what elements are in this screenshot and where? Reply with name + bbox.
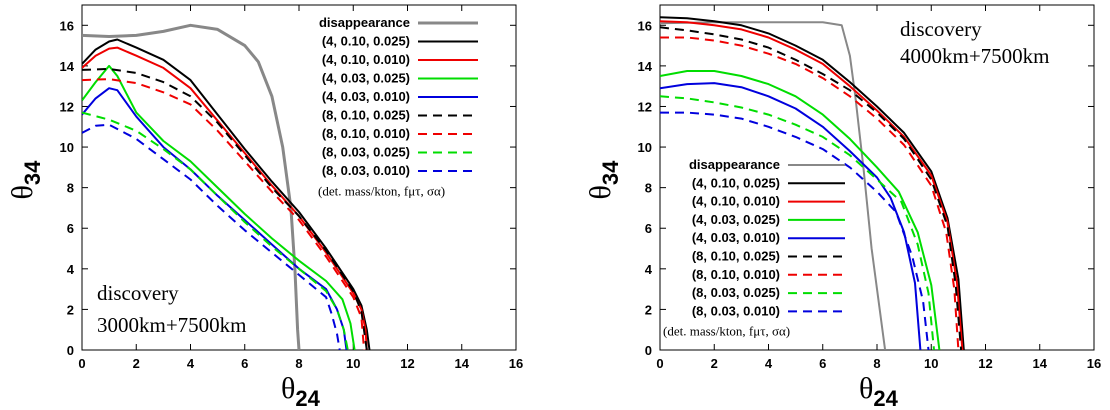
annotation-line-2: 4000km+7500km bbox=[900, 44, 1050, 68]
legend-label-7: (8, 0.10, 0.010) bbox=[322, 126, 410, 141]
x-axis-label: θ24 bbox=[859, 372, 899, 410]
legend-label-5: (4, 0.03, 0.010) bbox=[322, 89, 410, 104]
legend-note: (det. mass/kton, fμτ, σα) bbox=[663, 324, 790, 339]
legend-label-4: (4, 0.03, 0.025) bbox=[692, 212, 780, 227]
x-tick-label: 12 bbox=[978, 356, 992, 371]
legend-label-3: (4, 0.10, 0.010) bbox=[692, 194, 780, 209]
x-tick-label: 6 bbox=[241, 356, 248, 371]
legend-label-1: disappearance bbox=[689, 157, 780, 172]
y-tick-label: 6 bbox=[645, 221, 652, 236]
y-tick-label: 2 bbox=[67, 302, 74, 317]
legend-label-8: (8, 0.03, 0.025) bbox=[322, 145, 410, 160]
y-tick-label: 10 bbox=[638, 140, 652, 155]
annotation-line-1: discovery bbox=[900, 17, 982, 41]
y-tick-label: 2 bbox=[645, 302, 652, 317]
y-tick-label: 10 bbox=[60, 140, 74, 155]
x-tick-label: 16 bbox=[1087, 356, 1101, 371]
y-tick-label: 16 bbox=[638, 18, 652, 33]
x-tick-label: 4 bbox=[765, 356, 773, 371]
x-tick-label: 0 bbox=[78, 356, 85, 371]
y-tick-label: 4 bbox=[645, 262, 653, 277]
y-tick-label: 14 bbox=[60, 59, 75, 74]
y-tick-label: 14 bbox=[638, 59, 653, 74]
y-tick-label: 4 bbox=[67, 262, 75, 277]
y-tick-label: 0 bbox=[67, 343, 74, 358]
series-line-7 bbox=[660, 36, 960, 350]
series-line-4 bbox=[82, 64, 356, 350]
series-line-7 bbox=[82, 78, 366, 350]
y-axis-label-subscript: 34 bbox=[598, 160, 623, 185]
x-tick-label: 10 bbox=[346, 356, 360, 371]
legend-label-3: (4, 0.10, 0.010) bbox=[322, 52, 410, 67]
y-tick-label: 12 bbox=[638, 99, 652, 114]
series-line-2 bbox=[660, 16, 965, 350]
series-line-6 bbox=[660, 26, 963, 350]
y-tick-label: 12 bbox=[60, 99, 74, 114]
series-line-2 bbox=[82, 38, 371, 350]
x-tick-label: 14 bbox=[1033, 356, 1048, 371]
x-tick-label: 14 bbox=[455, 356, 470, 371]
x-tick-label: 12 bbox=[400, 356, 414, 371]
legend-label-2: (4, 0.10, 0.025) bbox=[322, 34, 410, 49]
series-line-3 bbox=[660, 20, 964, 350]
x-tick-label: 4 bbox=[187, 356, 195, 371]
series-line-6 bbox=[82, 67, 368, 350]
series-line-8 bbox=[660, 95, 935, 350]
x-tick-label: 8 bbox=[873, 356, 880, 371]
series-line-9 bbox=[82, 123, 341, 350]
legend-label-4: (4, 0.03, 0.025) bbox=[322, 71, 410, 86]
legend: disappearance (4, 0.10, 0.025) (4, 0.10, 0… bbox=[663, 157, 845, 339]
legend-label-6: (8, 0.10, 0.025) bbox=[322, 108, 410, 123]
legend-label-2: (4, 0.10, 0.025) bbox=[692, 175, 780, 190]
x-tick-label: 2 bbox=[711, 356, 718, 371]
legend-label-9: (8, 0.03, 0.010) bbox=[692, 303, 780, 318]
x-tick-label: 2 bbox=[133, 356, 140, 371]
y-tick-label: 8 bbox=[645, 181, 652, 196]
x-axis-label: θ24 bbox=[281, 372, 321, 410]
y-tick-label: 6 bbox=[67, 221, 74, 236]
x-tick-label: 16 bbox=[509, 356, 523, 371]
legend-note: (det. mass/kton, fμτ, σα) bbox=[318, 184, 445, 199]
x-tick-label: 0 bbox=[656, 356, 663, 371]
y-tick-label: 8 bbox=[67, 181, 74, 196]
x-tick-label: 8 bbox=[295, 356, 302, 371]
legend-label-7: (8, 0.10, 0.010) bbox=[692, 267, 780, 282]
annotation-line-1: discovery bbox=[97, 281, 179, 305]
y-tick-label: 0 bbox=[645, 343, 652, 358]
legend-label-5: (4, 0.03, 0.010) bbox=[692, 230, 780, 245]
legend: disappearance (4, 0.10, 0.025) (4, 0.10, 0… bbox=[318, 15, 478, 199]
legend-label-6: (8, 0.10, 0.025) bbox=[692, 249, 780, 264]
chart-panel-1: 0 2 4 6 8 10 12 14 160246810121416θ24θ34disappea… bbox=[6, 4, 523, 410]
series-line-4 bbox=[660, 70, 941, 350]
series-line-9 bbox=[660, 111, 930, 350]
y-axis-label-subscript: 34 bbox=[20, 160, 45, 185]
series-line-8 bbox=[82, 111, 349, 350]
x-tick-label: 6 bbox=[819, 356, 826, 371]
y-axis-label: θ34 bbox=[6, 160, 45, 200]
annotation-line-2: 3000km+7500km bbox=[97, 313, 247, 337]
y-axis-label: θ34 bbox=[584, 160, 623, 200]
legend-label-1: disappearance bbox=[319, 15, 410, 30]
legend-label-9: (8, 0.03, 0.010) bbox=[322, 163, 410, 178]
y-tick-label: 16 bbox=[60, 18, 74, 33]
x-tick-label: 10 bbox=[924, 356, 938, 371]
x-axis-label-subscript: 24 bbox=[295, 386, 320, 410]
legend-label-8: (8, 0.03, 0.025) bbox=[692, 285, 780, 300]
x-axis-label-subscript: 24 bbox=[873, 386, 898, 410]
series-line-1 bbox=[82, 23, 301, 350]
series-line-5 bbox=[82, 87, 348, 350]
series-line-1 bbox=[660, 21, 887, 350]
